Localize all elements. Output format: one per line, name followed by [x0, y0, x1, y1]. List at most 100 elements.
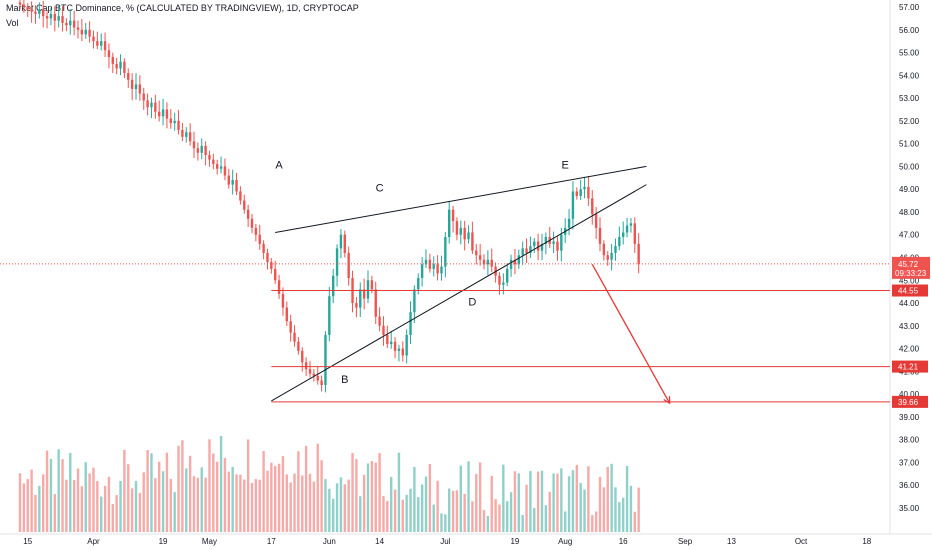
time-tick-label: Oct: [795, 537, 808, 546]
volume-bars: [18, 435, 640, 532]
time-tick-label: May: [202, 537, 217, 546]
volume-bar: [386, 500, 389, 532]
countdown-label: 09:33:23: [895, 269, 927, 278]
volume-bar: [370, 461, 374, 532]
volume-bar: [65, 479, 68, 532]
volume-bar: [633, 511, 636, 532]
volume-bar: [583, 489, 586, 532]
candle-body: [30, 9, 33, 12]
volume-bar: [575, 464, 578, 532]
volume-bar: [482, 510, 486, 532]
candle-body: [339, 234, 343, 249]
candle-body: [281, 293, 285, 308]
volume-bar: [250, 483, 254, 532]
candle-body: [289, 321, 292, 333]
volume-bar: [274, 465, 277, 532]
time-tick-label: 13: [727, 537, 736, 546]
volume-bar: [262, 451, 265, 532]
candle-body: [444, 237, 447, 267]
volume-bar: [107, 476, 111, 532]
time-axis[interactable]: 15 Apr 19 May 17 Jun 14 Jul 19 Aug 16 Sep 13 Oct 18: [23, 537, 872, 546]
price-axis[interactable]: 57.00 56.00 55.00 54.00 53.00 52.00 51.00 50.00…: [892, 3, 930, 513]
price-tick-label: 55.00: [899, 49, 920, 58]
volume-bar: [417, 497, 420, 532]
time-tick-label: Aug: [558, 537, 572, 546]
volume-bar: [486, 515, 490, 532]
volume-bar: [88, 473, 91, 532]
volume-bar: [625, 466, 629, 532]
volume-bar: [552, 473, 555, 532]
candle-body: [146, 100, 149, 108]
candle-body: [312, 373, 316, 376]
candle-body: [328, 296, 331, 335]
price-tick-label: 56.00: [899, 26, 920, 35]
volume-bar: [560, 468, 563, 532]
volume-bar: [76, 468, 80, 532]
candle-body: [243, 200, 246, 210]
volume-bar: [270, 462, 273, 532]
candle-body: [65, 22, 68, 26]
candle-body: [42, 9, 45, 17]
candle-body: [413, 289, 416, 313]
wave-label-e: E: [562, 160, 569, 172]
candle-body: [467, 232, 470, 240]
candle-body: [521, 248, 524, 256]
candle-body: [455, 221, 459, 235]
volume-bar: [606, 466, 609, 532]
candle-body: [347, 252, 350, 278]
candle-body: [196, 148, 200, 153]
volume-bar: [231, 466, 234, 532]
candle-body: [540, 243, 544, 251]
volume-bar: [409, 488, 412, 532]
candle-body: [370, 280, 374, 290]
candle-body: [308, 369, 312, 374]
candle-body: [219, 166, 223, 169]
volume-bar: [463, 493, 466, 532]
candle-body: [270, 262, 273, 269]
candle-body: [374, 289, 377, 317]
price-tick-label: 51.00: [899, 140, 920, 149]
volume-bar: [579, 482, 582, 532]
volume-bar: [428, 464, 432, 532]
candle-body: [38, 9, 41, 14]
volume-bar: [181, 440, 184, 532]
volume-bar: [49, 458, 53, 532]
volume-bar: [127, 464, 130, 532]
volume-bar: [26, 479, 29, 532]
volume-bar: [69, 453, 72, 532]
volume-bar: [343, 484, 346, 532]
wedge-trendline: [275, 165, 647, 233]
volume-bar: [506, 501, 509, 532]
volume-bar: [281, 456, 285, 532]
candle-body: [390, 341, 393, 345]
volume-bar: [130, 488, 134, 532]
chart-title: Market Cap BTC Dominance, % (CALCULATED …: [6, 3, 359, 13]
candle-body: [227, 175, 230, 185]
volume-bar: [533, 508, 536, 532]
price-tick-label: 43.00: [899, 322, 920, 331]
price-tick-label: 50.00: [899, 162, 920, 171]
volume-bar: [173, 492, 176, 532]
candle-body: [525, 248, 528, 253]
volume-bar: [293, 473, 296, 532]
candle-body: [158, 111, 161, 117]
volume-bar: [594, 511, 598, 532]
volume-bar: [177, 445, 180, 532]
price-tick-label: 42.00: [899, 345, 920, 354]
volume-bar: [80, 486, 84, 532]
volume-bar: [103, 485, 107, 532]
volume-bar: [297, 451, 300, 532]
candle-body: [478, 255, 482, 260]
candle-body: [266, 252, 269, 263]
level-price-tag: [892, 395, 928, 408]
volume-bar: [355, 459, 358, 532]
volume-bar: [266, 470, 269, 532]
volume-bar: [347, 479, 350, 532]
wave-label-b: B: [341, 374, 348, 386]
candle-body: [451, 209, 455, 222]
volume-bar: [529, 471, 532, 532]
candle-body: [556, 241, 559, 251]
volume-bar: [235, 474, 238, 532]
volume-bar: [308, 473, 312, 532]
